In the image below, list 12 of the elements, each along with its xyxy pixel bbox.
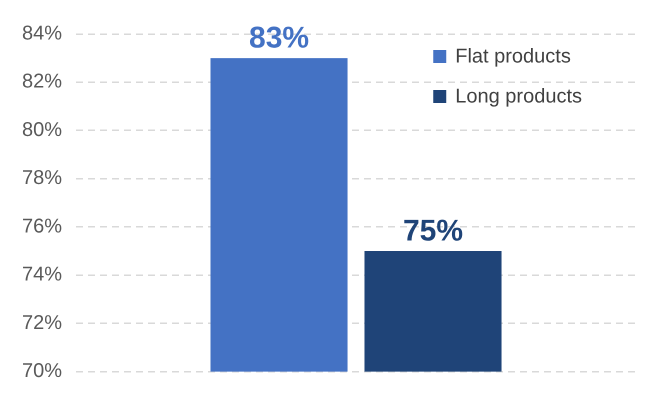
data-label: 83% — [248, 21, 310, 54]
y-tick-label: 78% — [22, 167, 62, 190]
legend-label: Long products — [455, 86, 582, 108]
y-tick-label: 84% — [22, 22, 62, 45]
y-tick-label: 74% — [22, 264, 62, 286]
y-tick-label: 80% — [22, 118, 62, 141]
y-tick-label: 72% — [22, 312, 62, 334]
y-tick-label: 70% — [22, 360, 62, 382]
y-tick-label: 76% — [22, 215, 62, 238]
data-label: 75% — [402, 214, 464, 248]
legend-label: Flat products — [455, 46, 571, 68]
y-tick-label: 82% — [22, 70, 62, 93]
